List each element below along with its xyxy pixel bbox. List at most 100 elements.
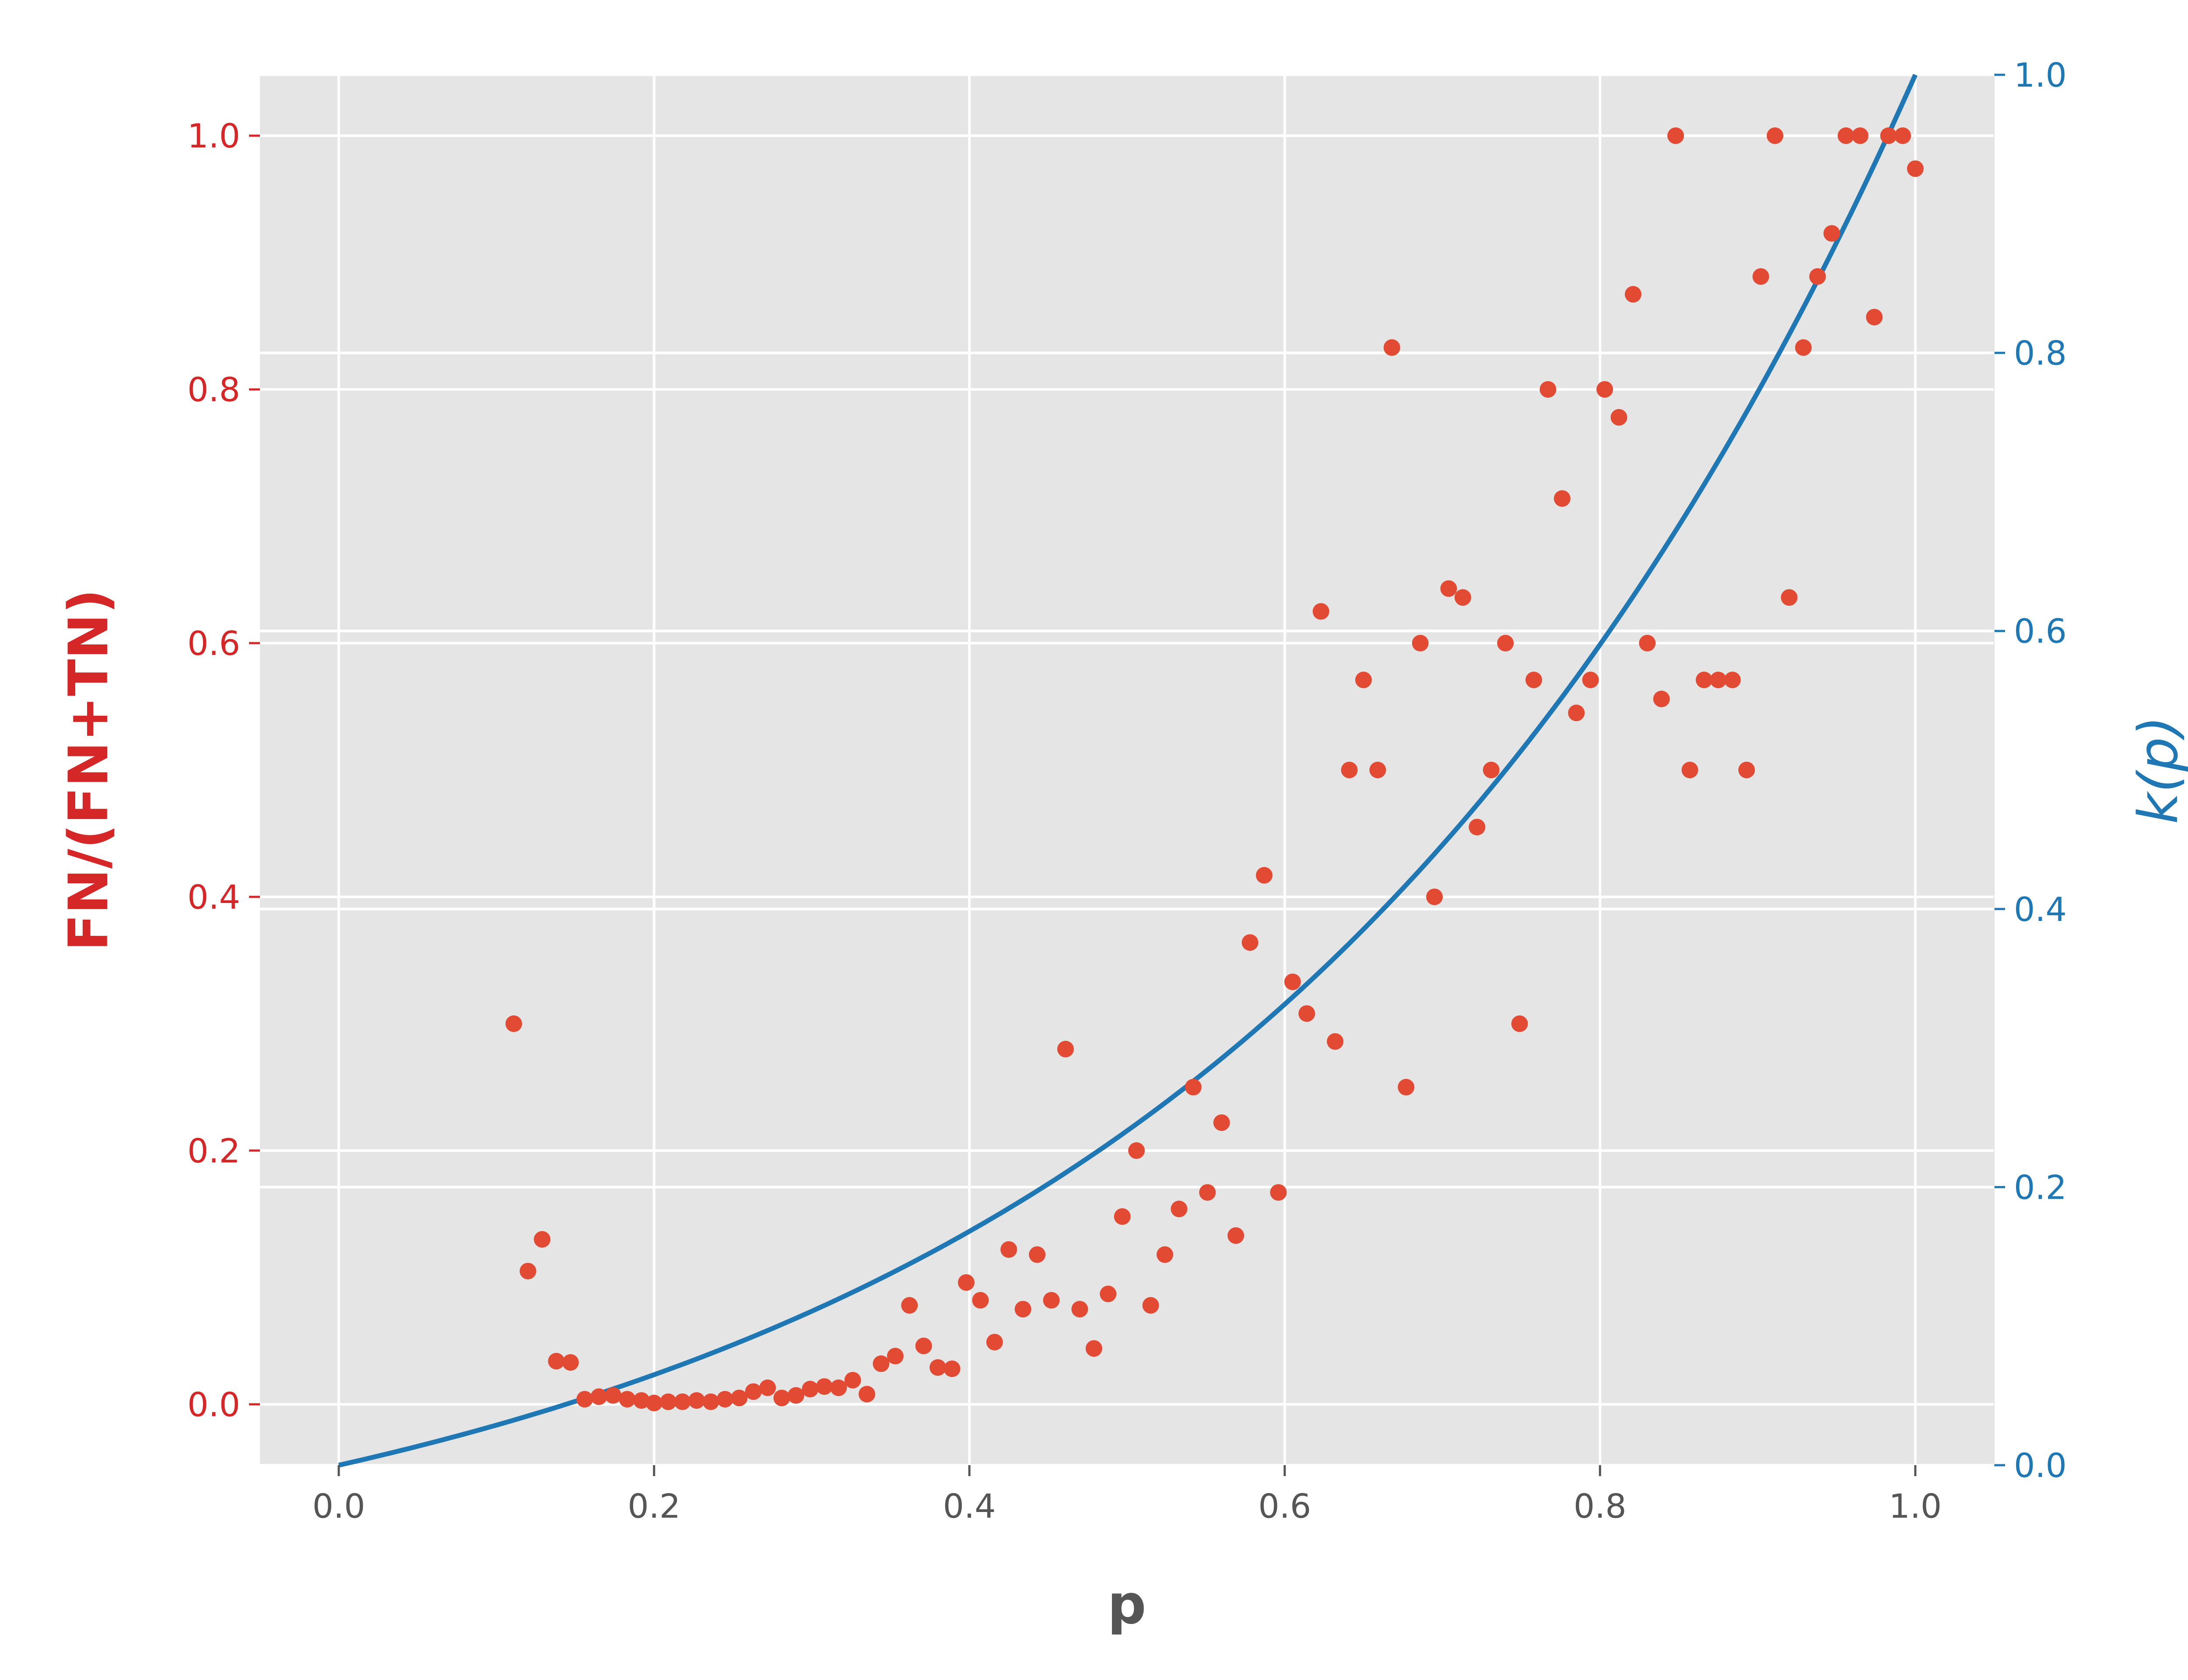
scatter-point bbox=[958, 1274, 975, 1291]
right-y-axis-ticks: 0.0 0.2 0.4 0.6 0.8 1.0 bbox=[1994, 56, 2067, 1485]
scatter-point bbox=[915, 1337, 932, 1354]
scatter-point bbox=[1241, 934, 1259, 951]
plot-background bbox=[260, 75, 1994, 1465]
scatter-point bbox=[759, 1379, 776, 1396]
left-y-axis-label: FN/(FN+TN) bbox=[57, 589, 120, 951]
scatter-point bbox=[873, 1355, 890, 1372]
scatter-point bbox=[1724, 672, 1741, 689]
scatter-point bbox=[1469, 819, 1486, 836]
scatter-point bbox=[1156, 1246, 1173, 1263]
scatter-point bbox=[1837, 127, 1855, 144]
scatter-points bbox=[505, 127, 1924, 1411]
scatter-point bbox=[1383, 339, 1400, 356]
scatter-point bbox=[1185, 1078, 1202, 1096]
scatter-point bbox=[1681, 762, 1698, 778]
scatter-point bbox=[533, 1231, 551, 1248]
right-y-tick-label: 0.8 bbox=[2014, 334, 2067, 373]
scatter-point bbox=[1553, 490, 1571, 507]
scatter-point bbox=[1568, 704, 1585, 721]
scatter-point bbox=[519, 1263, 536, 1280]
scatter-point bbox=[1085, 1340, 1102, 1357]
x-tick-label: 0.6 bbox=[1258, 1487, 1311, 1526]
scatter-point bbox=[844, 1372, 861, 1389]
right-y-tick-label: 0.0 bbox=[2014, 1446, 2067, 1485]
scatter-point bbox=[1781, 589, 1798, 606]
scatter-point bbox=[1866, 308, 1883, 326]
scatter-point bbox=[1213, 1114, 1230, 1131]
scatter-point bbox=[548, 1353, 565, 1370]
x-tick-label: 0.2 bbox=[628, 1487, 680, 1526]
scatter-point bbox=[972, 1292, 989, 1309]
scatter-point bbox=[702, 1393, 719, 1410]
right-y-axis-label: k(p) bbox=[2127, 716, 2188, 824]
scatter-point bbox=[1057, 1040, 1074, 1057]
scatter-point bbox=[660, 1393, 677, 1410]
scatter-point bbox=[1894, 127, 1911, 144]
scatter-point bbox=[1851, 127, 1869, 144]
left-y-tick-label: 0.6 bbox=[187, 624, 240, 663]
scatter-point bbox=[986, 1334, 1003, 1351]
scatter-point bbox=[1539, 381, 1557, 398]
scatter-point bbox=[816, 1378, 833, 1395]
scatter-point bbox=[1426, 888, 1443, 905]
x-tick-label: 0.4 bbox=[943, 1487, 996, 1526]
scatter-point bbox=[1312, 603, 1329, 620]
left-y-tick-label: 0.4 bbox=[187, 878, 240, 917]
scatter-point bbox=[1624, 286, 1641, 303]
scatter-point bbox=[645, 1394, 663, 1411]
scatter-point bbox=[773, 1390, 790, 1407]
scatter-point bbox=[1907, 160, 1924, 177]
scatter-point bbox=[1483, 762, 1500, 778]
scatter-point bbox=[830, 1379, 847, 1396]
scatter-point bbox=[943, 1360, 961, 1377]
scatter-point bbox=[1284, 973, 1301, 990]
scatter-point bbox=[716, 1391, 733, 1408]
right-y-tick-label: 1.0 bbox=[2014, 56, 2067, 94]
scatter-point bbox=[1199, 1184, 1216, 1201]
scatter-point bbox=[745, 1383, 762, 1400]
left-y-tick-label: 0.8 bbox=[187, 370, 240, 409]
left-y-tick-label: 0.0 bbox=[187, 1385, 240, 1424]
scatter-point bbox=[1440, 580, 1457, 597]
right-y-tick-label: 0.4 bbox=[2014, 890, 2067, 929]
scatter-point bbox=[1114, 1208, 1131, 1225]
scatter-point bbox=[1043, 1292, 1060, 1309]
scatter-point bbox=[1596, 381, 1613, 398]
scatter-point bbox=[1071, 1301, 1088, 1318]
scatter-point bbox=[1255, 867, 1273, 884]
left-y-tick-label: 0.2 bbox=[187, 1131, 240, 1170]
x-axis-ticks: 0.0 0.2 0.4 0.6 0.8 1.0 bbox=[312, 1465, 1942, 1526]
scatter-point bbox=[576, 1391, 593, 1408]
scatter-point bbox=[787, 1387, 804, 1404]
scatter-point bbox=[1171, 1200, 1188, 1218]
scatter-point bbox=[1029, 1246, 1046, 1263]
scatter-point bbox=[1639, 635, 1656, 652]
x-tick-label: 0.8 bbox=[1574, 1487, 1627, 1526]
scatter-point bbox=[859, 1386, 876, 1403]
grid bbox=[260, 74, 1994, 1466]
scatter-point bbox=[1710, 672, 1727, 689]
scatter-point bbox=[1000, 1241, 1017, 1258]
scatter-point bbox=[1355, 672, 1372, 689]
scatter-point bbox=[1511, 1015, 1528, 1032]
scatter-point bbox=[1369, 762, 1386, 778]
scatter-point bbox=[1412, 635, 1429, 652]
scatter-point bbox=[1880, 127, 1897, 144]
x-axis-label: p bbox=[1108, 1573, 1147, 1636]
left-y-tick-label: 1.0 bbox=[187, 116, 240, 155]
scatter-point bbox=[674, 1393, 691, 1410]
scatter-point bbox=[562, 1354, 579, 1371]
scatter-point bbox=[1767, 127, 1784, 144]
right-y-tick-label: 0.2 bbox=[2014, 1168, 2067, 1207]
scatter-point bbox=[605, 1387, 622, 1404]
scatter-point bbox=[1341, 762, 1358, 778]
scatter-point bbox=[1497, 635, 1514, 652]
scatter-point bbox=[1327, 1033, 1344, 1050]
scatter-point bbox=[887, 1348, 904, 1365]
scatter-point bbox=[1100, 1285, 1117, 1302]
scatter-point bbox=[505, 1015, 522, 1032]
x-tick-label: 1.0 bbox=[1889, 1487, 1942, 1526]
left-y-axis-ticks: 0.0 0.2 0.4 0.6 0.8 1.0 bbox=[187, 116, 260, 1424]
scatter-point bbox=[688, 1392, 705, 1409]
